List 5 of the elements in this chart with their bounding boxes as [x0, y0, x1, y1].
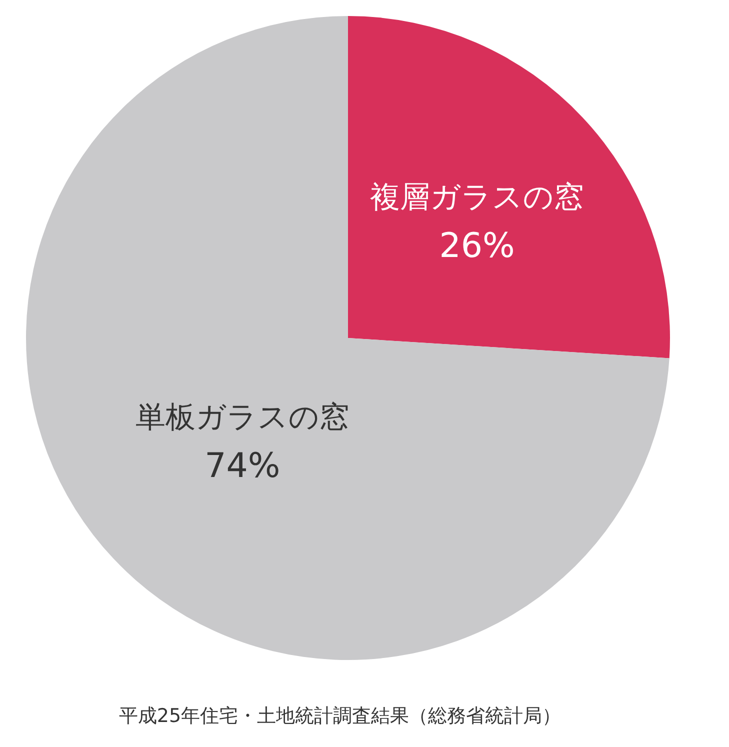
data-label: 26% — [439, 226, 515, 266]
slice-label: 複層ガラスの窓 — [370, 180, 584, 215]
data-label: 74% — [204, 446, 280, 486]
slice-label: 単板ガラスの窓 — [135, 400, 350, 436]
text: 平成25年住宅・土地統計調査結果（総務省統計局） — [118, 705, 562, 727]
